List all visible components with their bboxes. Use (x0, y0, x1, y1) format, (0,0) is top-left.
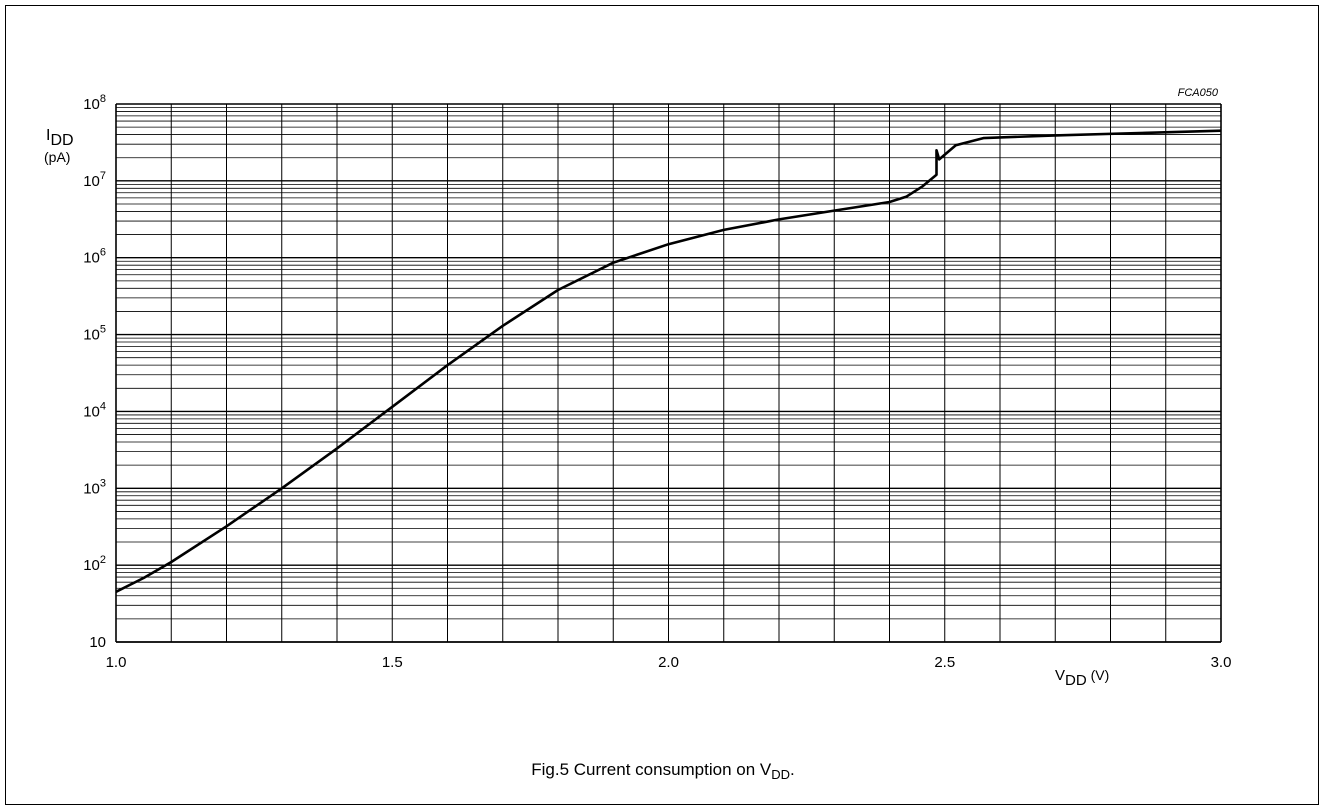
y-tick-base: 10 (83, 250, 100, 267)
y-tick-exponent: 4 (100, 400, 106, 412)
x-tick-label: 3.0 (1211, 654, 1232, 671)
y-tick-exponent: 8 (100, 93, 106, 105)
y-axis-label-main: I (46, 127, 50, 144)
x-axis-label-unit: (V) (1087, 667, 1110, 683)
y-axis-label-sub: DD (50, 132, 73, 149)
y-tick-exponent: 6 (100, 247, 106, 259)
caption-prefix: Fig.5 Current consumption on V (531, 760, 772, 779)
y-tick-base: 10 (89, 634, 106, 651)
x-tick-label: 2.0 (658, 654, 679, 671)
figure-caption: Fig.5 Current consumption on VDD. (0, 760, 1326, 782)
y-tick-label: 104 (83, 400, 106, 420)
y-tick-label: 107 (83, 170, 106, 190)
x-axis-label-main: V (1055, 667, 1065, 684)
y-tick-exponent: 7 (100, 170, 106, 182)
x-axis-label: VDD (V) (1055, 667, 1109, 689)
series-line (115, 129, 1222, 593)
y-tick-exponent: 5 (100, 324, 106, 336)
y-tick-exponent: 2 (100, 554, 106, 566)
x-tick-label: 1.0 (106, 654, 127, 671)
figure-frame (5, 5, 1319, 805)
x-axis-label-sub: DD (1065, 672, 1087, 689)
y-axis-label: IDD (46, 127, 74, 149)
figure-code: FCA050 (1178, 87, 1219, 99)
caption-suffix: . (790, 760, 795, 779)
y-tick-base: 10 (83, 327, 100, 344)
x-tick-label: 1.5 (382, 654, 403, 671)
y-tick-label: 103 (83, 477, 106, 497)
y-tick-base: 10 (83, 557, 100, 574)
y-tick-base: 10 (83, 173, 100, 190)
y-tick-base: 10 (83, 480, 100, 497)
y-tick-label: 10 (89, 634, 106, 651)
y-tick-label: 108 (83, 93, 106, 113)
y-tick-label: 102 (83, 554, 106, 574)
grid (115, 103, 1222, 643)
y-tick-label: 105 (83, 324, 106, 344)
y-tick-label: 106 (83, 247, 106, 267)
y-tick-base: 10 (83, 403, 100, 420)
y-tick-base: 10 (83, 96, 100, 113)
x-tick-label: 2.5 (934, 654, 955, 671)
y-tick-exponent: 3 (100, 477, 106, 489)
y-axis-unit: (pA) (44, 149, 70, 165)
caption-subscript: DD (771, 767, 791, 782)
